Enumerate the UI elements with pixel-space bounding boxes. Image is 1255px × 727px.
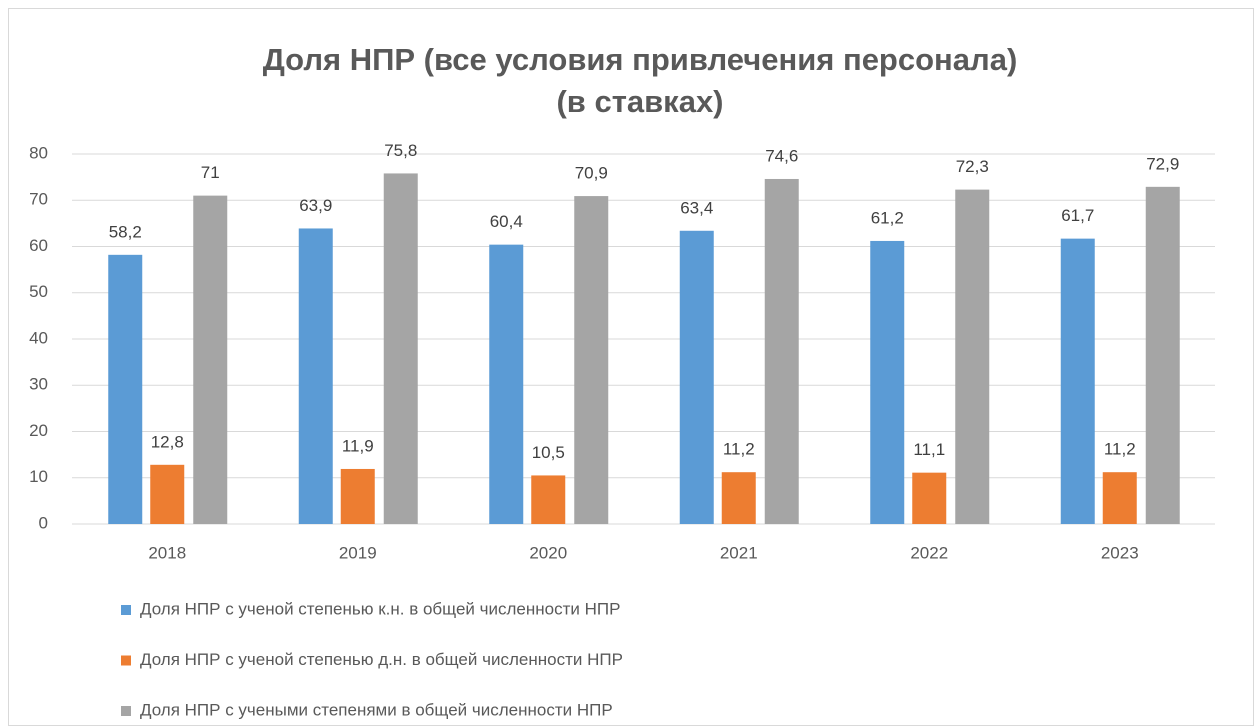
data-label: 71 xyxy=(201,163,220,182)
chart-title: (в ставках) xyxy=(556,84,723,119)
y-tick-label: 40 xyxy=(29,328,48,347)
bar xyxy=(574,196,609,524)
y-tick-label: 20 xyxy=(29,421,48,440)
y-tick-label: 70 xyxy=(29,190,48,209)
y-tick-label: 0 xyxy=(39,513,48,532)
bar xyxy=(1060,238,1095,524)
legend-label: Доля НПР с учеными степенями в общей чис… xyxy=(140,700,613,719)
x-tick-label: 2019 xyxy=(339,543,377,562)
data-label: 72,9 xyxy=(1146,154,1179,173)
data-label: 11,9 xyxy=(342,436,374,455)
data-label: 63,9 xyxy=(299,196,332,215)
bar xyxy=(150,464,185,524)
y-tick-label: 60 xyxy=(29,236,48,255)
y-tick-label: 80 xyxy=(29,143,48,162)
data-label: 58,2 xyxy=(109,222,142,241)
data-label: 12,8 xyxy=(151,432,184,451)
data-label: 61,2 xyxy=(871,208,904,227)
data-label: 10,5 xyxy=(532,443,565,462)
x-tick-label: 2018 xyxy=(148,543,186,562)
data-label: 75,8 xyxy=(384,141,417,160)
legend-swatch xyxy=(121,605,131,615)
y-tick-label: 50 xyxy=(29,282,48,301)
legend-swatch xyxy=(121,655,131,666)
bar xyxy=(912,472,947,524)
legend-label: Доля НПР с ученой степенью д.н. в общей … xyxy=(140,650,623,669)
x-tick-label: 2022 xyxy=(910,543,948,562)
data-label: 70,9 xyxy=(575,164,608,183)
bar xyxy=(383,173,418,525)
bar xyxy=(340,468,375,524)
bar xyxy=(298,228,333,524)
bar xyxy=(955,189,990,525)
x-tick-label: 2020 xyxy=(529,543,567,562)
bar xyxy=(721,472,756,524)
data-label: 11,2 xyxy=(1104,440,1136,459)
data-label: 61,7 xyxy=(1061,206,1094,225)
x-tick-label: 2021 xyxy=(720,543,758,562)
bar xyxy=(1102,472,1137,524)
y-tick-label: 30 xyxy=(29,375,48,394)
data-label: 11,2 xyxy=(723,440,755,459)
bar xyxy=(108,254,143,524)
y-tick-label: 10 xyxy=(29,467,48,486)
bar xyxy=(679,230,714,524)
bar xyxy=(764,178,799,524)
bar xyxy=(193,195,228,524)
chart-title: Доля НПР (все условия привлечения персон… xyxy=(263,42,1018,77)
data-label: 72,3 xyxy=(956,157,989,176)
legend-swatch xyxy=(121,706,131,716)
bar xyxy=(489,244,524,524)
data-label: 60,4 xyxy=(490,212,523,231)
bar xyxy=(870,240,905,524)
bar xyxy=(531,475,566,524)
bar xyxy=(1145,186,1180,524)
x-tick-label: 2023 xyxy=(1101,543,1139,562)
data-label: 63,4 xyxy=(680,198,713,217)
legend-label: Доля НПР с ученой степенью к.н. в общей … xyxy=(140,599,620,618)
data-label: 74,6 xyxy=(765,146,798,165)
data-label: 11,1 xyxy=(913,440,945,459)
